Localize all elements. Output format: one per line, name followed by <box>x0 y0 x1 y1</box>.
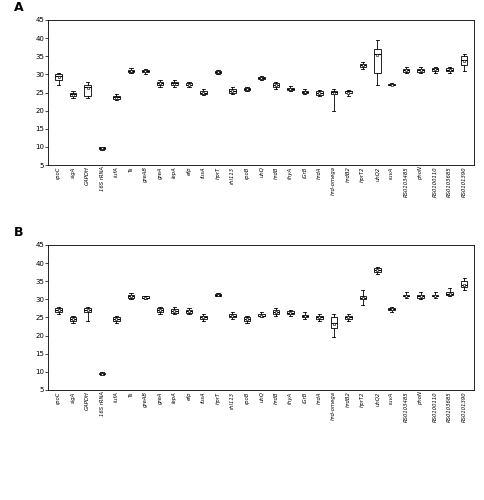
PathPatch shape <box>186 84 192 86</box>
PathPatch shape <box>331 90 337 94</box>
PathPatch shape <box>84 308 91 312</box>
PathPatch shape <box>142 296 149 298</box>
PathPatch shape <box>446 68 453 71</box>
PathPatch shape <box>360 64 366 67</box>
Text: A: A <box>15 1 24 14</box>
PathPatch shape <box>55 74 62 80</box>
PathPatch shape <box>403 294 409 296</box>
PathPatch shape <box>258 314 265 316</box>
PathPatch shape <box>214 294 221 296</box>
PathPatch shape <box>418 294 424 298</box>
PathPatch shape <box>302 90 308 94</box>
PathPatch shape <box>272 310 279 314</box>
PathPatch shape <box>287 88 294 90</box>
PathPatch shape <box>446 292 453 294</box>
PathPatch shape <box>360 296 366 300</box>
PathPatch shape <box>345 90 351 94</box>
PathPatch shape <box>316 92 322 96</box>
PathPatch shape <box>55 308 62 312</box>
PathPatch shape <box>461 56 468 66</box>
PathPatch shape <box>70 92 76 96</box>
PathPatch shape <box>200 90 207 94</box>
PathPatch shape <box>157 308 163 312</box>
PathPatch shape <box>200 316 207 320</box>
PathPatch shape <box>403 69 409 71</box>
PathPatch shape <box>142 70 149 72</box>
PathPatch shape <box>229 314 236 318</box>
PathPatch shape <box>374 49 380 72</box>
PathPatch shape <box>171 82 178 86</box>
PathPatch shape <box>243 318 250 321</box>
PathPatch shape <box>258 77 265 79</box>
PathPatch shape <box>186 310 192 312</box>
PathPatch shape <box>171 309 178 312</box>
PathPatch shape <box>345 316 351 320</box>
PathPatch shape <box>374 268 380 272</box>
PathPatch shape <box>331 318 337 328</box>
PathPatch shape <box>316 316 322 320</box>
PathPatch shape <box>272 84 279 87</box>
Text: B: B <box>15 226 24 239</box>
PathPatch shape <box>70 318 76 321</box>
PathPatch shape <box>99 373 105 374</box>
PathPatch shape <box>113 318 120 321</box>
PathPatch shape <box>229 89 236 92</box>
PathPatch shape <box>389 308 395 310</box>
PathPatch shape <box>214 71 221 72</box>
PathPatch shape <box>128 70 134 71</box>
PathPatch shape <box>287 311 294 314</box>
PathPatch shape <box>389 84 395 85</box>
PathPatch shape <box>432 68 439 71</box>
PathPatch shape <box>99 148 105 149</box>
PathPatch shape <box>113 96 120 99</box>
PathPatch shape <box>302 314 308 318</box>
PathPatch shape <box>461 281 468 286</box>
PathPatch shape <box>432 294 439 296</box>
PathPatch shape <box>418 69 424 71</box>
PathPatch shape <box>157 82 163 86</box>
PathPatch shape <box>84 86 91 96</box>
PathPatch shape <box>243 88 250 90</box>
PathPatch shape <box>128 294 134 298</box>
